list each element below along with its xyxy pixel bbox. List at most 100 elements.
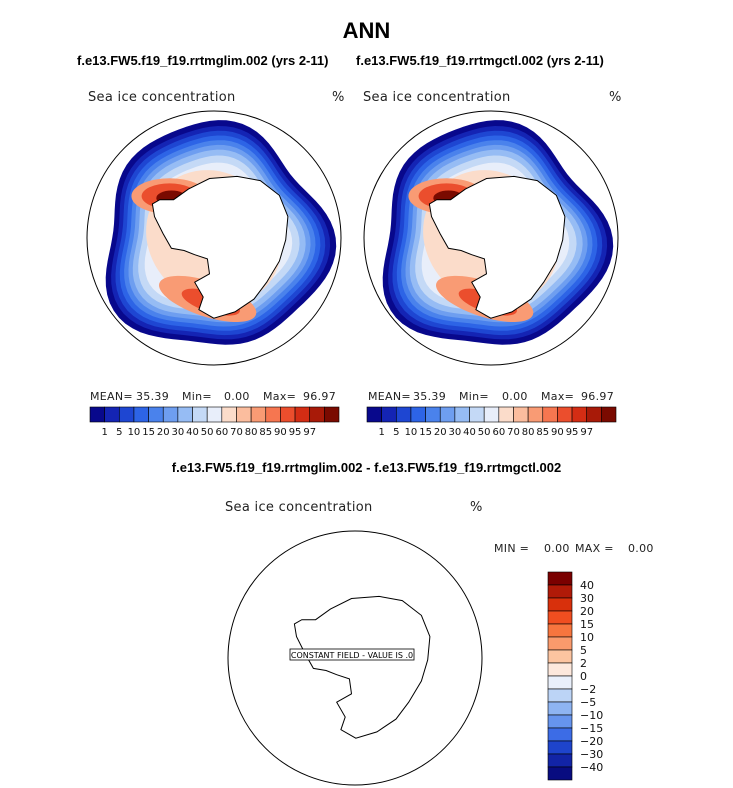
panel3-note-box — [289, 648, 415, 661]
panel1-colorbar-tick-label: 90 — [274, 427, 287, 438]
panel2-colorbar-swatch-2 — [395, 406, 412, 423]
panel1-colorbar-swatch-6 — [177, 406, 193, 423]
panel2-map-boundary — [363, 110, 619, 366]
case2-title: f.e13.FW5.f19_f19.rrtmgctl.002 (yrs 2-11… — [356, 53, 604, 68]
panel3-colorbar-swatch-8 — [547, 675, 573, 690]
panel1-colorbar-swatch-12 — [265, 406, 281, 423]
panel2-colorbar-swatch-0 — [366, 406, 382, 423]
panel3-max-value: 0.00 — [628, 542, 654, 555]
panel1-colorbar-tick-label: 10 — [128, 427, 141, 438]
panel3-colorbar-tick-label: −5 — [580, 696, 596, 709]
panel1-colorbar-tick-label: 95 — [289, 427, 302, 438]
panel3-colorbar-swatch-5 — [547, 636, 573, 651]
panel1-colorbar-swatch-2 — [118, 406, 135, 423]
panel3-colorbar-swatch-0 — [547, 571, 573, 586]
panel1-colorbar-tick-label: 70 — [230, 427, 243, 438]
panel2-colorbar-swatch-6 — [454, 406, 470, 423]
panel3-colorbar-tick-label: 5 — [580, 644, 587, 657]
panel3-colorbar-swatch-11 — [547, 714, 573, 729]
panel3-colorbar-tick-label: −40 — [580, 761, 603, 774]
panel2-colorbar: 1 5 10 15 20 30 40 50 60 70 80 85 90 95 97 — [366, 406, 617, 438]
panel3-field-label: Sea ice concentration — [225, 500, 373, 515]
panel2-colorbar-tick-label: 90 — [551, 427, 564, 438]
panel1-colorbar-swatch-4 — [148, 406, 164, 423]
panel1-colorbar-swatch-3 — [133, 406, 149, 423]
panel2-colorbar-tick-label: 10 — [405, 427, 418, 438]
panel3-min-label: MIN = — [494, 542, 530, 555]
panel2-colorbar-tick-label: 50 — [478, 427, 491, 438]
panel2-mean-value: 35.39 — [413, 390, 446, 403]
page-title: ANN — [342, 18, 391, 43]
panel2-max-label: Max= — [541, 390, 575, 403]
panel2-colorbar-swatch-14 — [571, 406, 588, 423]
panel2-min-value: 0.00 — [502, 390, 528, 403]
panel1-colorbar-tick-label: 60 — [215, 427, 228, 438]
panel1-colorbar-swatch-5 — [162, 406, 179, 423]
panel1-colorbar-tick-label: 1 — [101, 427, 107, 438]
panel3-constant-field-note: CONSTANT FIELD - VALUE IS .0 — [291, 651, 413, 660]
panel3-colorbar-tick-label: 0 — [580, 670, 587, 683]
panel2-colorbar-tick-label: 60 — [492, 427, 505, 438]
panel3-colorbar-tick-label: −30 — [580, 748, 603, 761]
panel2-antarctica-land — [428, 175, 566, 319]
panel3-colorbar-swatch-4 — [547, 623, 573, 638]
panel2-colorbar-swatch-12 — [542, 406, 558, 423]
panel1-colorbar-swatch-9 — [221, 406, 237, 423]
panel1-min-label: Min= — [182, 390, 212, 403]
panel2-colorbar-swatch-9 — [498, 406, 514, 423]
panel2-colorbar-tick-label: 95 — [566, 427, 579, 438]
panel2-colorbar-tick-label: 70 — [507, 427, 520, 438]
panel1-colorbar-swatch-15 — [309, 406, 325, 423]
panel1-colorbar-swatch-7 — [192, 406, 208, 423]
panel2-colorbar-tick-label: 40 — [463, 427, 476, 438]
panel2-colorbar-swatch-13 — [557, 406, 573, 423]
panel3-antarctica-outline — [293, 595, 431, 739]
panel3-colorbar-tick-label: −10 — [580, 709, 603, 722]
panel1-colorbar-tick-label: 80 — [245, 427, 258, 438]
panel2-colorbar-swatch-3 — [410, 406, 426, 423]
panel2-colorbar-tick-label: 20 — [434, 427, 447, 438]
panel2-colorbar-tick-label: 15 — [419, 427, 432, 438]
panel1-colorbar-swatch-13 — [280, 406, 296, 423]
panel1-colorbar-tick-label: 20 — [157, 427, 170, 438]
panel1-colorbar-tick-label: 5 — [116, 427, 122, 438]
panel3-colorbar-swatch-9 — [547, 688, 573, 703]
panel3-colorbar-tick-label: 2 — [580, 657, 587, 670]
panel1-mean-label: MEAN= — [90, 390, 133, 403]
panel1-colorbar-swatch-1 — [104, 406, 120, 423]
panel3-units-label: % — [470, 500, 483, 515]
panel1-min-value: 0.00 — [224, 390, 250, 403]
panel1-units-label: % — [332, 90, 345, 105]
panel3-colorbar-tick-label: −15 — [580, 722, 603, 735]
panel2-colorbar-swatch-7 — [469, 406, 485, 423]
panel2-max-value: 96.97 — [581, 390, 614, 403]
panel1-colorbar-swatch-16 — [324, 406, 340, 423]
panel1-colorbar-tick-label: 30 — [172, 427, 185, 438]
panel2-colorbar-tick-label: 1 — [378, 427, 384, 438]
panel2-colorbar-tick-label: 97 — [580, 427, 593, 438]
panel1-map-boundary — [86, 110, 342, 366]
panel1-map — [105, 120, 337, 345]
panel3-colorbar-swatch-10 — [547, 701, 573, 716]
panel2-map — [382, 120, 614, 345]
panel3-min-value: 0.00 — [544, 542, 570, 555]
panel3-colorbar-tick-label: −20 — [580, 735, 603, 748]
panel2-colorbar-swatch-10 — [513, 406, 529, 423]
panel1-colorbar-tick-label: 40 — [186, 427, 199, 438]
panel2-field-label: Sea ice concentration — [363, 90, 511, 105]
panel3-colorbar-swatch-15 — [547, 766, 573, 781]
panel3-colorbar-swatch-3 — [547, 610, 573, 625]
panel1-colorbar-swatch-0 — [89, 406, 105, 423]
panel3-colorbar-swatch-13 — [547, 740, 573, 755]
panel2-colorbar-swatch-15 — [586, 406, 602, 423]
panel3-colorbar-tick-label: 40 — [580, 579, 594, 592]
panel3-colorbar-tick-label: −2 — [580, 683, 596, 696]
panel1-field-label: Sea ice concentration — [88, 90, 236, 105]
panel3-colorbar-swatch-7 — [547, 662, 573, 677]
panel2-mean-label: MEAN= — [368, 390, 411, 403]
panel2-colorbar-swatch-4 — [425, 406, 441, 423]
panel1-colorbar-swatch-11 — [250, 406, 267, 423]
panel1-antarctica-land — [151, 175, 289, 319]
panel3-colorbar-tick-label: 10 — [580, 631, 594, 644]
